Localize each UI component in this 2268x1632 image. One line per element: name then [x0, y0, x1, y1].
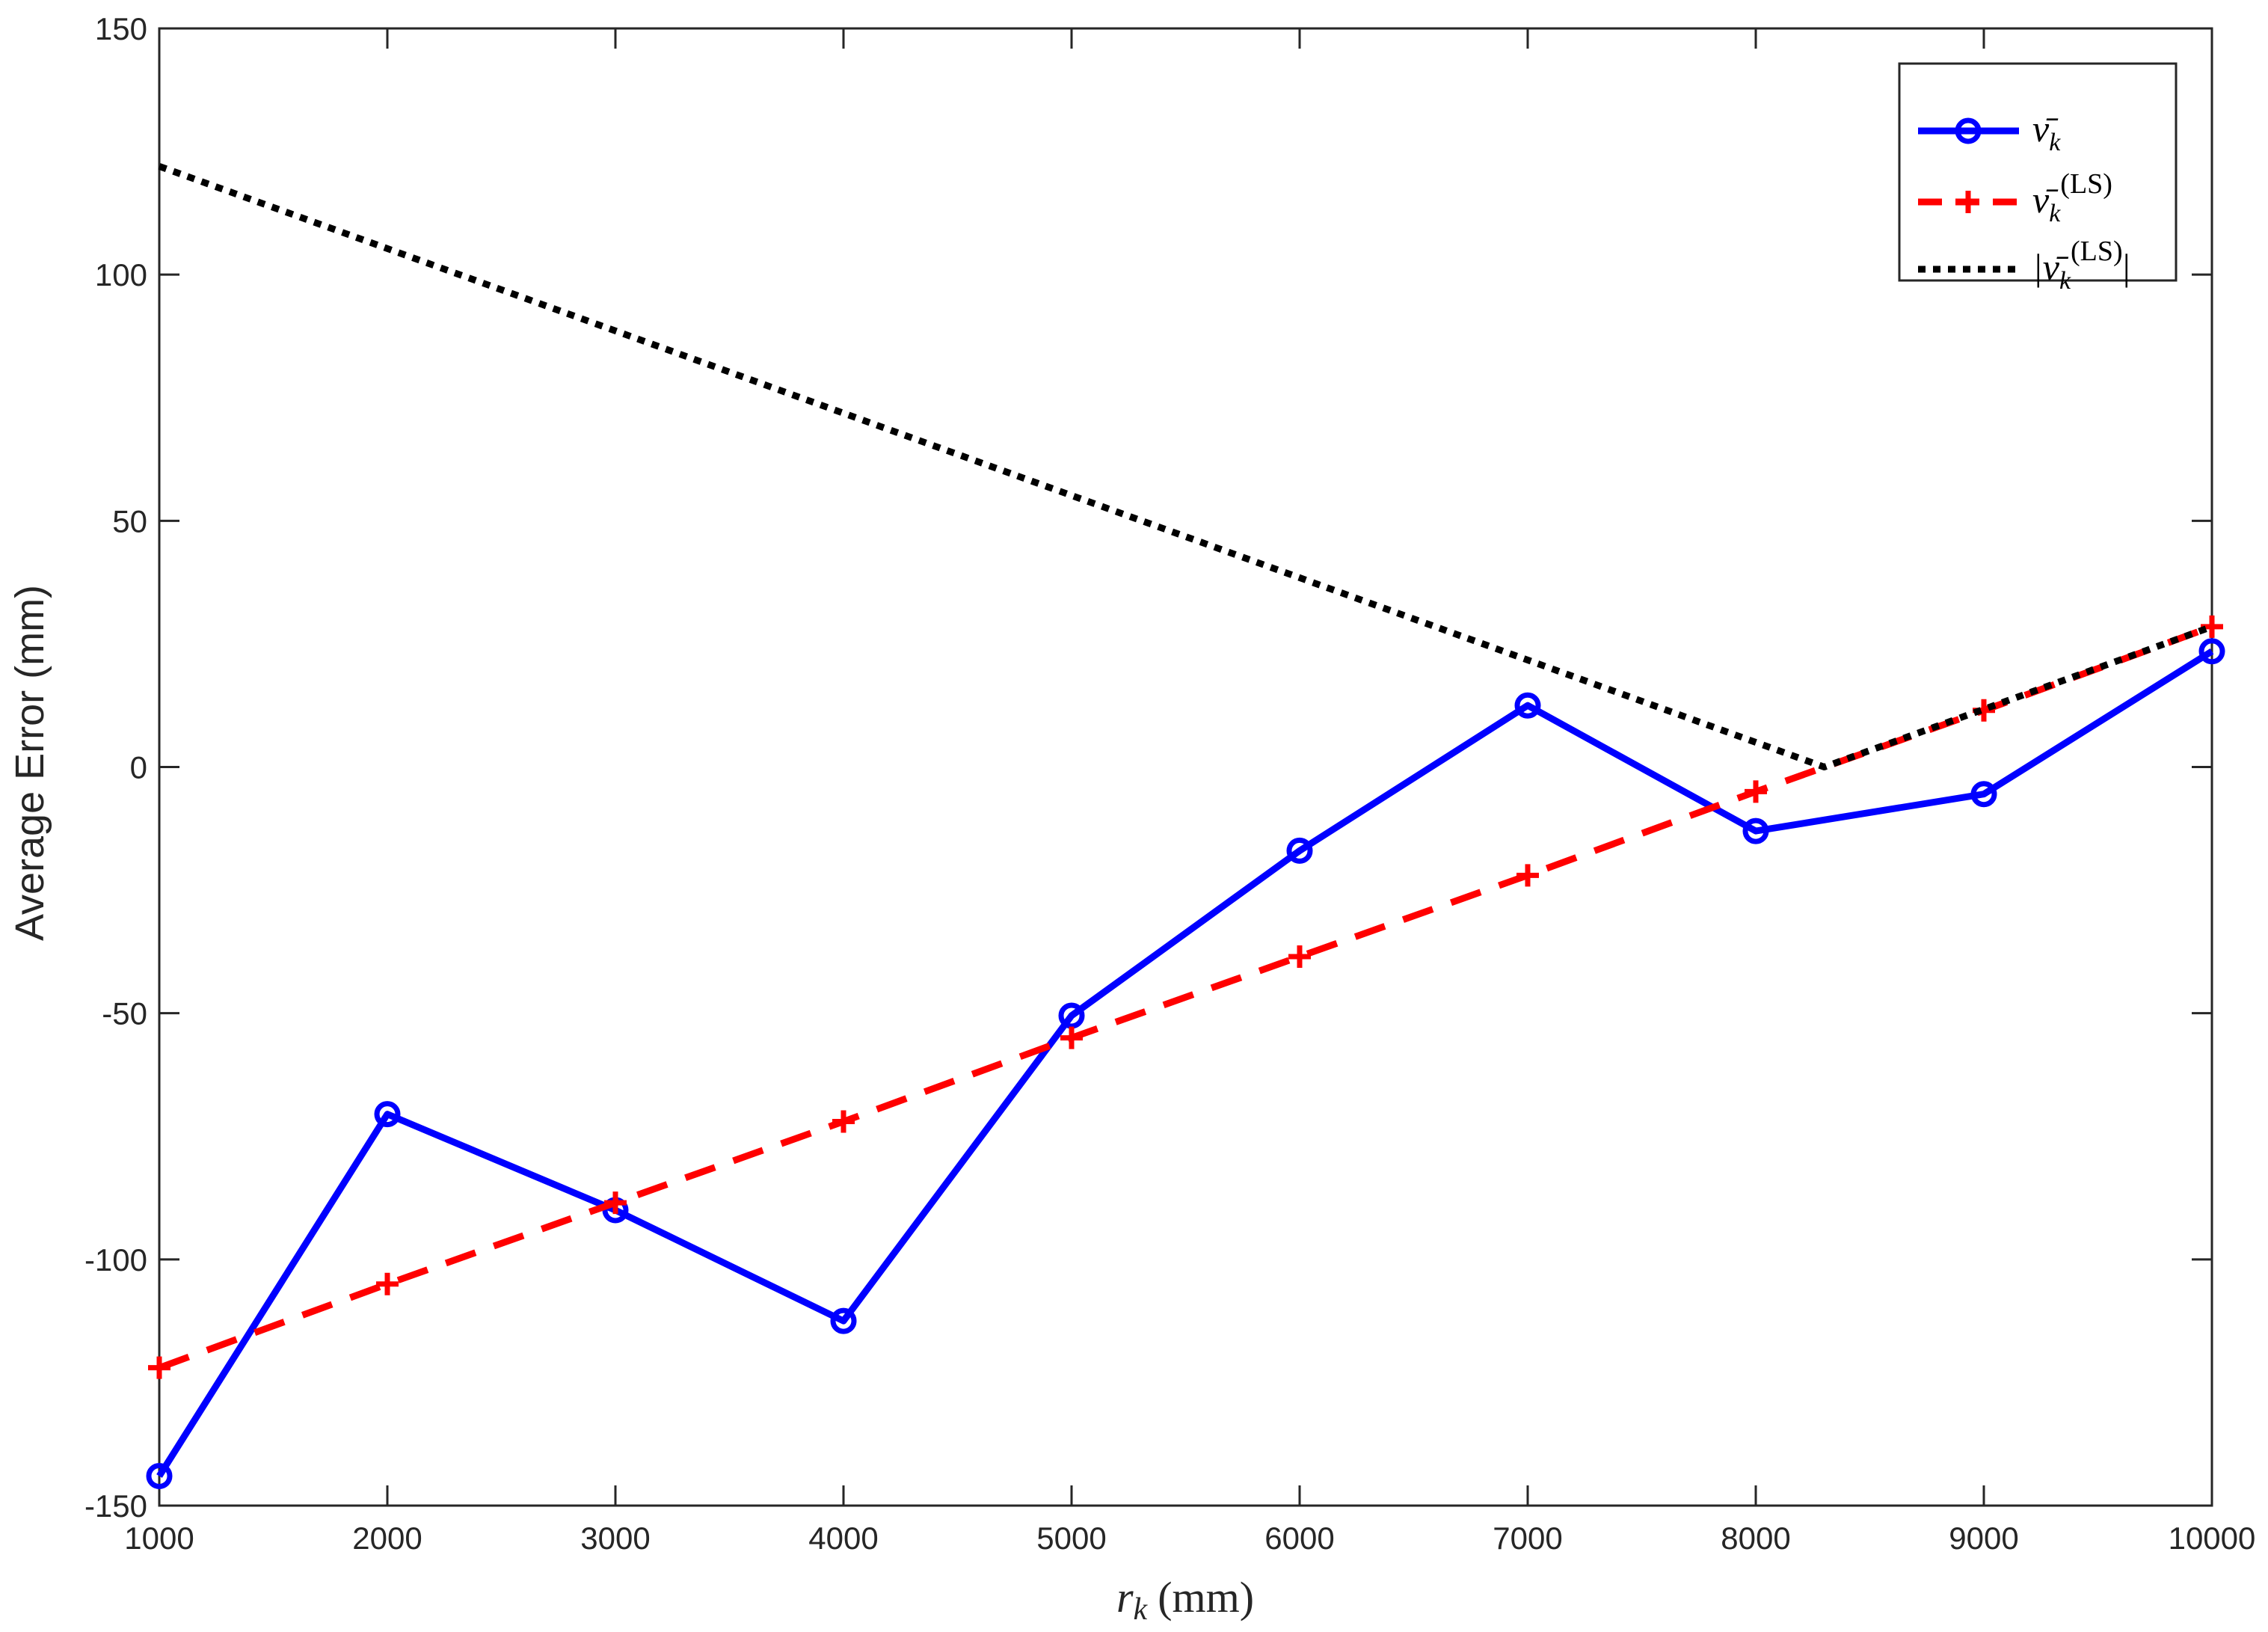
x-tick-label: 9000: [1949, 1521, 2018, 1556]
data-point-nu: [2198, 638, 2225, 665]
y-tick-label: -100: [84, 1242, 147, 1277]
data-point-nu_ls: [376, 1272, 399, 1295]
x-tick-label: 4000: [808, 1521, 878, 1556]
y-tick-label: -50: [102, 996, 147, 1031]
x-tick-label: 3000: [580, 1521, 650, 1556]
series-line-abs_nu_ls: [158, 163, 2213, 770]
y-tick-label: 50: [112, 503, 147, 539]
y-axis-title: Average Error (mm): [7, 585, 52, 941]
data-point-nu_ls: [1516, 864, 1539, 887]
legend-marker-nu_ls: [1957, 191, 1979, 213]
data-point-nu: [830, 1307, 857, 1334]
data-point-nu: [1058, 1002, 1085, 1029]
y-tick-label: 0: [130, 750, 147, 785]
data-point-nu_ls: [1060, 1026, 1083, 1049]
x-axis-title: rk (mm): [1116, 1573, 1254, 1627]
y-tick-label: 100: [95, 257, 147, 292]
x-tick-label: 1000: [124, 1521, 194, 1556]
legend-subscript: k: [2059, 267, 2071, 295]
legend-subscript: k: [2049, 200, 2061, 227]
data-point-nu_ls: [1288, 945, 1311, 968]
x-tick-label: 8000: [1721, 1521, 1790, 1556]
x-tick-label: 6000: [1264, 1521, 1334, 1556]
series-layer: [146, 163, 2225, 1489]
legend: ν̄kν̄k(LS)|ν̄k(LS)|: [1898, 62, 2178, 295]
series-abs_nu_ls: [158, 163, 2213, 770]
legend-closing-bar: |: [2123, 246, 2130, 288]
legend-label-nu_ls: ν̄k(LS): [2032, 168, 2112, 227]
data-point-nu: [1970, 781, 1997, 808]
data-point-nu_ls: [604, 1191, 627, 1215]
data-point-nu: [374, 1101, 401, 1128]
axes: 1000 2000 3000 4000 5000 6000 7000 8000 9000 1000…: [84, 11, 2255, 1556]
data-point-nu: [146, 1463, 173, 1489]
y-tick-label: -150: [84, 1488, 147, 1524]
x-axis-unit: (mm): [1158, 1573, 1254, 1622]
data-point-nu: [1286, 837, 1313, 864]
x-tick-label: 10000: [2169, 1521, 2256, 1556]
x-axis-variable: r: [1116, 1573, 1134, 1622]
data-point-nu: [1514, 692, 1541, 719]
legend-superscript: (LS): [2071, 236, 2123, 267]
series-line-nu: [156, 648, 2214, 1478]
x-tick-label: 5000: [1036, 1521, 1106, 1556]
series-line-nu_ls: [158, 623, 2213, 1371]
y-tick-label: 150: [95, 11, 147, 46]
data-point-nu_ls: [1745, 780, 1767, 803]
data-point-nu: [1742, 817, 1769, 844]
x-axis-subscript: k: [1134, 1592, 1149, 1627]
x-tick-label: 2000: [352, 1521, 422, 1556]
legend-superscript: (LS): [2060, 168, 2112, 200]
x-tick-label: 7000: [1493, 1521, 1562, 1556]
legend-subscript: k: [2049, 129, 2061, 156]
data-point-nu_ls: [832, 1110, 855, 1133]
series-nu: [146, 638, 2225, 1489]
legend-box: [1898, 62, 2178, 282]
legend-marker-nu: [1955, 117, 1982, 144]
data-point-nu_ls: [148, 1356, 170, 1379]
